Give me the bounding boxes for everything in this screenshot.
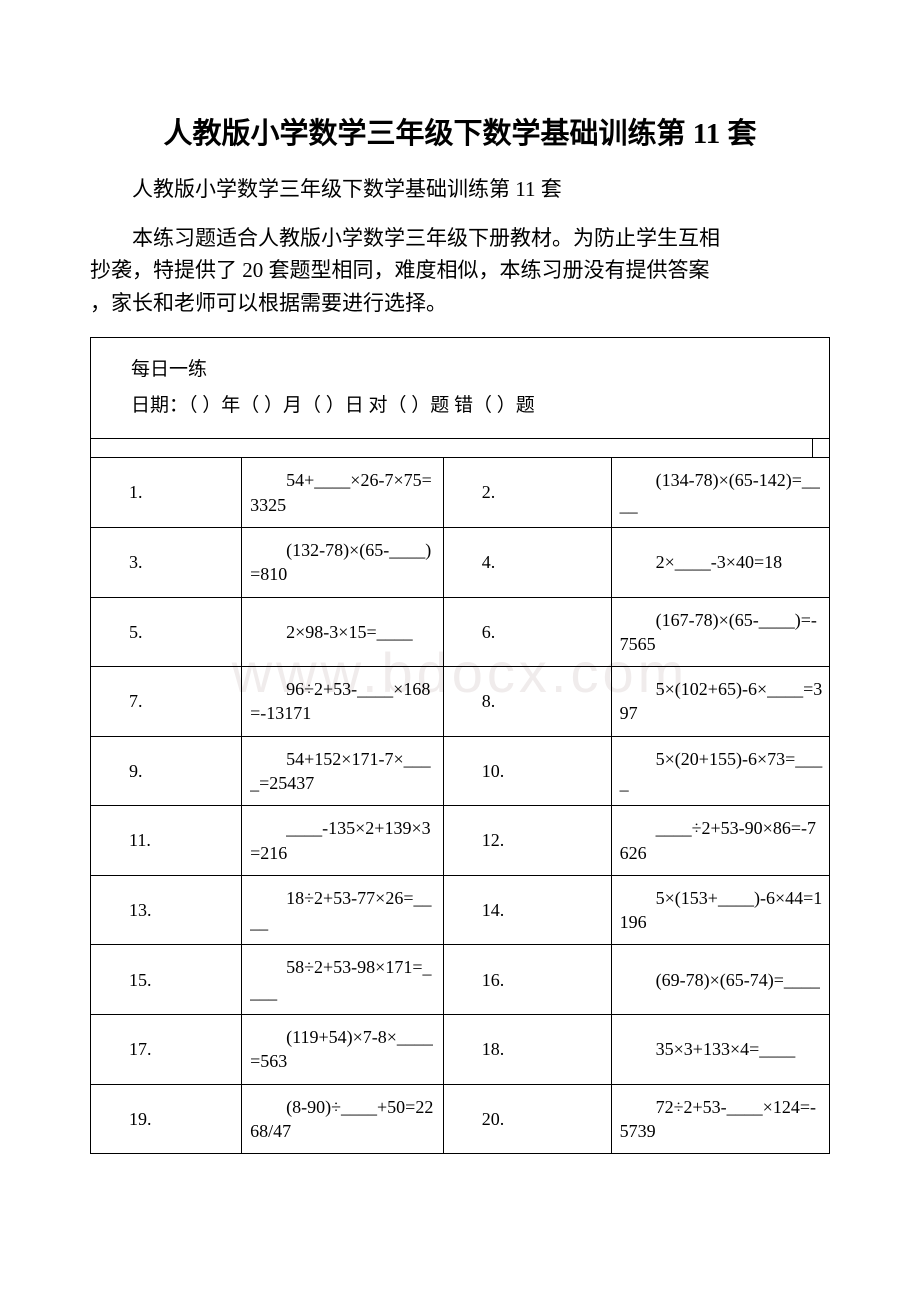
question-expression: 2×____-3×40=18 (611, 527, 829, 597)
table-header-cell: 每日一练 日期：（ ）年（ ）月（ ）日 对（ ）题 错（ ）题 (91, 338, 830, 439)
table-row: 1. 54+____×26-7×75=3325 2. (134-78)×(65-… (91, 458, 830, 528)
intro-line-2: 抄袭，特提供了 20 套题型相同，难度相似，本练习册没有提供答案 (90, 258, 710, 282)
question-expression: 5×(102+65)-6×____=397 (611, 667, 829, 737)
question-expression: 96÷2+53-____×168=-13171 (242, 667, 444, 737)
question-number: 6. (443, 597, 611, 667)
question-number: 7. (91, 667, 242, 737)
question-expression: 5×(20+155)-6×73=____ (611, 736, 829, 806)
question-expression: (69-78)×(65-74)=____ (611, 945, 829, 1015)
table-row: 15. 58÷2+53-98×171=____ 16. (69-78)×(65-… (91, 945, 830, 1015)
question-number: 17. (91, 1015, 242, 1085)
question-expression: 5×(153+____)-6×44=1196 (611, 875, 829, 945)
question-expression: 54+152×171-7×____=25437 (242, 736, 444, 806)
page-title: 人教版小学数学三年级下数学基础训练第 11 套 (90, 110, 830, 152)
header-line-2: 日期：（ ）年（ ）月（ ）日 对（ ）题 错（ ）题 (131, 395, 535, 416)
question-number: 2. (443, 458, 611, 528)
question-number: 14. (443, 875, 611, 945)
spacer-cell (813, 439, 830, 458)
question-expression: 54+____×26-7×75=3325 (242, 458, 444, 528)
question-number: 18. (443, 1015, 611, 1085)
table-row: 9. 54+152×171-7×____=25437 10. 5×(20+155… (91, 736, 830, 806)
question-number: 1. (91, 458, 242, 528)
question-number: 13. (91, 875, 242, 945)
question-expression: (8-90)÷____+50=2268/47 (242, 1084, 444, 1154)
question-expression: (132-78)×(65-____)=810 (242, 527, 444, 597)
question-number: 9. (91, 736, 242, 806)
table-row: 11. ____-135×2+139×3=216 12. ____÷2+53-9… (91, 806, 830, 876)
intro-line-3: ，家长和老师可以根据需要进行选择。 (90, 291, 447, 315)
table-row: 13. 18÷2+53-77×26=____ 14. 5×(153+____)-… (91, 875, 830, 945)
question-expression: 18÷2+53-77×26=____ (242, 875, 444, 945)
intro-paragraph: 本练习题适合人教版小学数学三年级下册教材。为防止学生互相 抄袭，特提供了 20 … (90, 222, 830, 320)
question-expression: (134-78)×(65-142)=____ (611, 458, 829, 528)
table-row: 17. (119+54)×7-8×____=563 18. 35×3+133×4… (91, 1015, 830, 1085)
question-expression: ____÷2+53-90×86=-7626 (611, 806, 829, 876)
table-row: 3. (132-78)×(65-____)=810 4. 2×____-3×40… (91, 527, 830, 597)
table-spacer-row (91, 439, 830, 458)
subtitle-text: 人教版小学数学三年级下数学基础训练第 11 套 (90, 174, 830, 206)
question-number: 20. (443, 1084, 611, 1154)
practice-table: 每日一练 日期：（ ）年（ ）月（ ）日 对（ ）题 错（ ）题 1. 54+_… (90, 337, 830, 1154)
table-row: 7. 96÷2+53-____×168=-13171 8. 5×(102+65)… (91, 667, 830, 737)
question-expression: 58÷2+53-98×171=____ (242, 945, 444, 1015)
question-expression: 72÷2+53-____×124=-5739 (611, 1084, 829, 1154)
table-row: 5. 2×98-3×15=____ 6. (167-78)×(65-____)=… (91, 597, 830, 667)
question-number: 19. (91, 1084, 242, 1154)
question-expression: 35×3+133×4=____ (611, 1015, 829, 1085)
question-number: 10. (443, 736, 611, 806)
question-expression: ____-135×2+139×3=216 (242, 806, 444, 876)
question-number: 16. (443, 945, 611, 1015)
intro-line-1: 本练习题适合人教版小学数学三年级下册教材。为防止学生互相 (90, 222, 830, 255)
question-number: 4. (443, 527, 611, 597)
spacer-cell (91, 439, 813, 458)
question-expression: 2×98-3×15=____ (242, 597, 444, 667)
question-number: 15. (91, 945, 242, 1015)
question-number: 11. (91, 806, 242, 876)
table-header-row: 每日一练 日期：（ ）年（ ）月（ ）日 对（ ）题 错（ ）题 (91, 338, 830, 439)
table-row: 19. (8-90)÷____+50=2268/47 20. 72÷2+53-_… (91, 1084, 830, 1154)
question-number: 3. (91, 527, 242, 597)
header-line-1: 每日一练 (131, 359, 207, 380)
question-number: 8. (443, 667, 611, 737)
question-expression: (119+54)×7-8×____=563 (242, 1015, 444, 1085)
question-number: 12. (443, 806, 611, 876)
question-expression: (167-78)×(65-____)=-7565 (611, 597, 829, 667)
question-number: 5. (91, 597, 242, 667)
